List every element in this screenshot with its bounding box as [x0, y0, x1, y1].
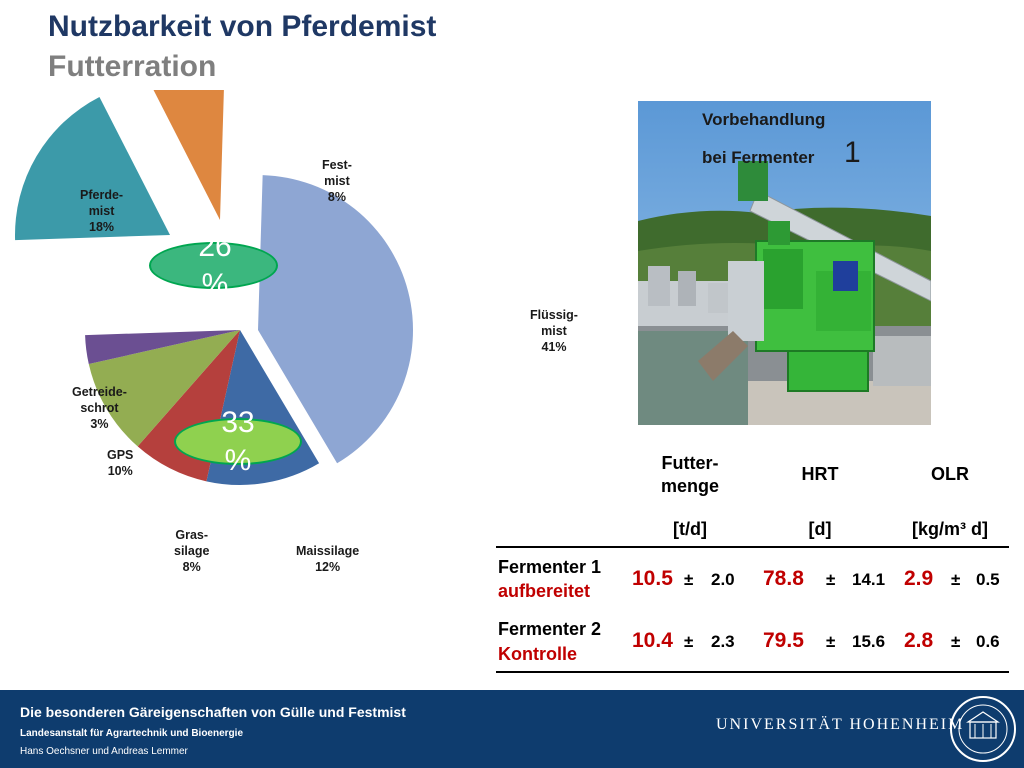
hrt-value: 78.8	[763, 567, 804, 590]
university-name: UNIVERSITÄT HOHENHEIM	[716, 716, 965, 733]
unit-futtermenge: [t/d]	[673, 519, 707, 539]
row-name: Fermenter 2	[498, 619, 602, 639]
photo-caption-number: 1	[844, 136, 861, 169]
row-name: Fermenter 1	[498, 557, 602, 577]
pie-chart	[15, 90, 413, 485]
unit-olr: [kg/m³ d]	[912, 519, 988, 539]
footer-authors: Hans Oechsner und Andreas Lemmer	[20, 746, 188, 757]
photo-caption-line1: Vorbehandlung	[702, 110, 826, 129]
slide-subtitle: Futterration	[48, 50, 217, 83]
hrt-sd: 15.6	[852, 632, 886, 651]
pie-slice-festmist	[153, 90, 224, 220]
plus-minus: ±	[951, 570, 961, 589]
slice-label-grassilage: Gras- silage 8%	[174, 528, 210, 574]
group-percent-silage: 33 %	[221, 406, 255, 477]
plus-minus: ±	[684, 570, 694, 589]
futtermenge-value: 10.5	[632, 567, 673, 590]
pie-slice-gps	[88, 330, 240, 447]
olr-sd: 0.6	[976, 632, 1000, 651]
plus-minus: ±	[951, 632, 961, 651]
hrt-sd: 14.1	[852, 570, 886, 589]
futtermenge-value: 10.4	[632, 629, 673, 652]
unit-hrt: [d]	[808, 519, 832, 539]
olr-value: 2.8	[904, 629, 934, 652]
row-subname: Kontrolle	[498, 644, 577, 664]
slice-label-pferdemist: Pferde- mist 18%	[80, 188, 124, 234]
pie-slice-fluessigmist	[258, 175, 413, 464]
footer-title: Die besonderen Gäreigenschaften von Güll…	[20, 704, 406, 720]
group-oval-solid-manure	[149, 242, 278, 289]
slice-label-getreideschrot: Getreide- schrot 3%	[72, 385, 127, 431]
university-seal-icon	[950, 696, 1016, 762]
futtermenge-sd: 2.3	[711, 632, 735, 651]
olr-value: 2.9	[904, 567, 934, 590]
slice-label-fluessigmist: Flüssig- mist 41%	[530, 308, 578, 354]
footer-institute: Landesanstalt für Agrartechnik und Bioen…	[20, 728, 244, 739]
header-futtermenge: Futter- menge	[660, 453, 720, 496]
footer-bar: Die besonderen Gäreigenschaften von Güll…	[0, 690, 1024, 768]
header-hrt: HRT	[801, 464, 839, 484]
pie-slice-pferdemist	[15, 96, 170, 241]
photo-caption-line2: bei Fermenter	[702, 148, 815, 167]
slide-title: Nutzbarkeit von Pferdemist	[48, 10, 437, 43]
header-olr: OLR	[931, 464, 969, 484]
plus-minus: ±	[826, 632, 836, 651]
slice-label-maissilage: Maissilage 12%	[296, 544, 360, 574]
pretreatment-photo	[638, 101, 931, 425]
olr-sd: 0.5	[976, 570, 1000, 589]
table-top-rule	[496, 546, 1009, 548]
group-oval-silage	[174, 418, 302, 465]
plus-minus: ±	[826, 570, 836, 589]
hrt-value: 79.5	[763, 629, 804, 652]
pie-slice-getreideschrot	[85, 330, 241, 365]
slice-label-gps: GPS 10%	[107, 448, 134, 478]
slice-label-festmist: Fest- mist 8%	[322, 158, 352, 204]
row-subname: aufbereitet	[498, 581, 591, 601]
table-bottom-rule	[496, 671, 1009, 673]
plus-minus: ±	[684, 632, 694, 651]
futtermenge-sd: 2.0	[711, 570, 735, 589]
group-percent-solid-manure: 26 %	[198, 230, 232, 301]
